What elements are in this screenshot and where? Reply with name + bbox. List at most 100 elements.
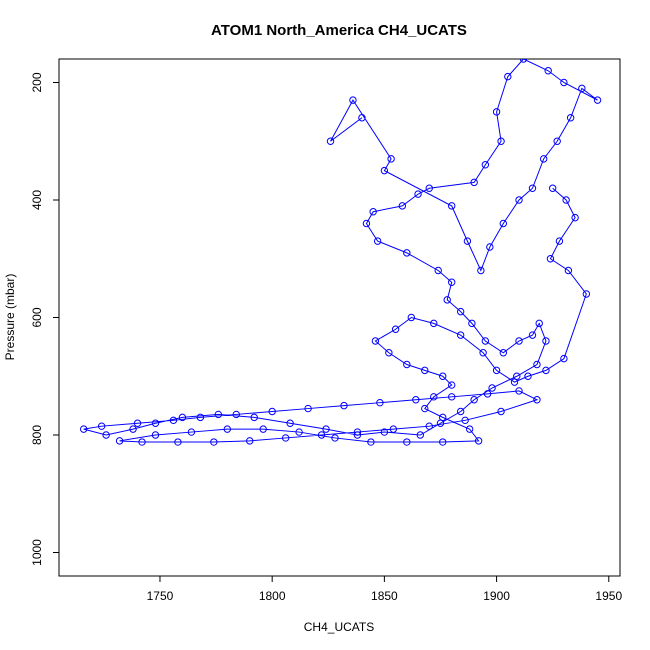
data-point bbox=[210, 438, 218, 446]
data-point bbox=[268, 407, 276, 416]
data-point bbox=[542, 337, 550, 345]
data-point bbox=[353, 431, 362, 439]
y-axis: 200 400 600 800 1000 bbox=[30, 72, 59, 566]
data-point bbox=[468, 319, 476, 328]
data-point bbox=[560, 354, 568, 363]
data-point bbox=[169, 416, 178, 425]
data-point bbox=[129, 425, 137, 433]
data-point bbox=[499, 219, 508, 228]
plot-frame bbox=[58, 58, 621, 577]
data-point bbox=[353, 428, 362, 436]
data-point bbox=[362, 219, 371, 228]
data-point bbox=[533, 396, 541, 404]
data-point bbox=[463, 237, 472, 245]
x-tick-label: 1800 bbox=[259, 589, 286, 603]
data-point bbox=[340, 401, 348, 410]
data-point bbox=[497, 407, 505, 416]
series-profile bbox=[79, 59, 602, 446]
data-point bbox=[562, 196, 570, 204]
data-point bbox=[479, 349, 487, 357]
data-point bbox=[102, 431, 110, 439]
data-point bbox=[443, 296, 451, 304]
data-point bbox=[515, 337, 523, 345]
data-point bbox=[97, 422, 106, 430]
data-point bbox=[115, 437, 124, 445]
data-point bbox=[515, 196, 523, 204]
data-point bbox=[434, 266, 442, 275]
data-point bbox=[430, 319, 438, 328]
data-point bbox=[421, 366, 429, 375]
data-point bbox=[326, 137, 335, 145]
data-point bbox=[322, 425, 330, 433]
data-point bbox=[187, 428, 196, 436]
data-point bbox=[425, 422, 433, 430]
data-point bbox=[317, 431, 326, 439]
series-layer bbox=[79, 59, 602, 446]
data-point bbox=[481, 161, 490, 169]
data-point bbox=[246, 437, 254, 445]
data-point bbox=[564, 266, 573, 275]
data-point bbox=[519, 59, 528, 63]
data-point bbox=[488, 384, 496, 392]
data-point bbox=[286, 419, 294, 427]
y-tick-label: 1000 bbox=[30, 539, 44, 566]
data-point bbox=[376, 398, 384, 407]
data-point bbox=[412, 396, 420, 404]
data-point bbox=[414, 190, 422, 198]
data-point bbox=[371, 337, 380, 345]
data-point bbox=[510, 378, 519, 386]
data-point bbox=[481, 337, 490, 345]
data-point bbox=[548, 184, 557, 192]
data-point bbox=[232, 410, 240, 419]
data-point bbox=[331, 434, 339, 442]
data-point bbox=[515, 387, 523, 395]
data-point bbox=[403, 249, 411, 257]
data-point bbox=[582, 290, 591, 298]
data-point bbox=[528, 184, 537, 192]
data-point bbox=[535, 319, 543, 328]
data-point bbox=[448, 202, 456, 210]
data-point bbox=[470, 396, 478, 404]
x-tick-label: 1850 bbox=[371, 589, 398, 603]
x-tick-label: 1950 bbox=[595, 589, 622, 603]
data-point bbox=[578, 84, 586, 93]
data-point bbox=[439, 438, 447, 446]
data-point bbox=[214, 410, 223, 419]
data-point bbox=[542, 366, 550, 375]
y-tick-label: 600 bbox=[30, 307, 44, 327]
data-point bbox=[456, 407, 465, 416]
data-point bbox=[403, 360, 411, 369]
data-point bbox=[380, 428, 389, 436]
data-point bbox=[448, 393, 456, 401]
data-point bbox=[403, 438, 411, 446]
x-tick-label: 1900 bbox=[483, 589, 510, 603]
data-point bbox=[477, 266, 485, 275]
data-point bbox=[497, 137, 505, 145]
data-point bbox=[259, 425, 267, 433]
data-point bbox=[295, 428, 303, 436]
data-point bbox=[540, 155, 548, 163]
data-point bbox=[358, 114, 366, 122]
x-tick-label: 1750 bbox=[147, 589, 174, 603]
data-point bbox=[448, 278, 456, 286]
series-line bbox=[83, 59, 598, 443]
data-point bbox=[367, 438, 375, 446]
data-point bbox=[380, 166, 389, 175]
data-point bbox=[474, 437, 483, 445]
data-point bbox=[448, 381, 456, 389]
data-point bbox=[349, 96, 357, 104]
y-tick-label: 400 bbox=[30, 190, 44, 210]
data-point bbox=[304, 404, 312, 413]
data-point bbox=[138, 438, 146, 446]
data-point bbox=[461, 416, 469, 425]
data-point bbox=[465, 425, 474, 433]
data-point bbox=[524, 372, 532, 380]
y-axis-label: Pressure (mbar) bbox=[3, 274, 17, 361]
data-point bbox=[151, 419, 160, 427]
data-point bbox=[456, 331, 465, 339]
data-point bbox=[555, 237, 564, 245]
data-point bbox=[416, 431, 424, 439]
data-point bbox=[425, 184, 433, 192]
data-point bbox=[174, 438, 182, 446]
